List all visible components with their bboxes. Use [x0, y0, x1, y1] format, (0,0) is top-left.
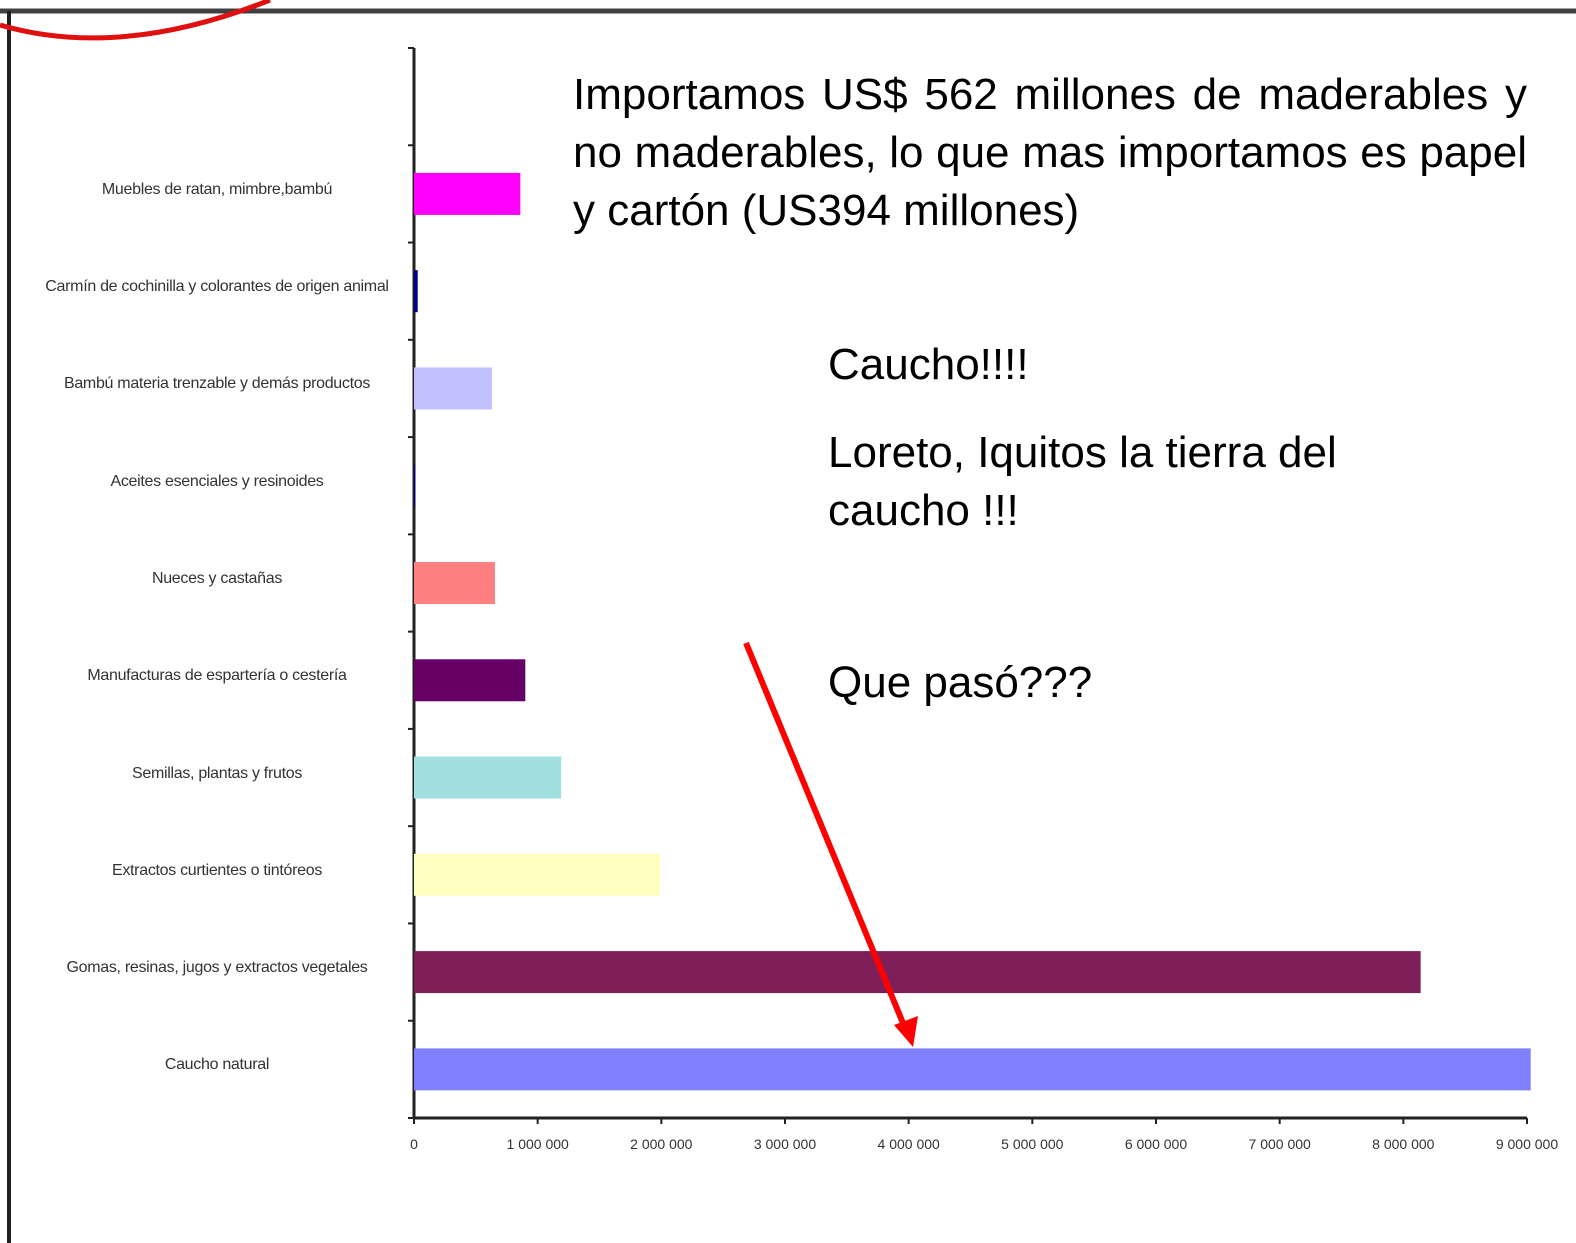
y-tick-label: Bambú materia trenzable y demás producto…: [63, 375, 371, 393]
y-tick-label: Manufacturas de espartería o cestería: [87, 667, 347, 685]
y-tick-label: Gomas, resinas, jugos y extractos vegeta…: [66, 959, 368, 977]
bar: [414, 659, 526, 702]
highlight-ellipse: [0, 0, 271, 41]
y-tick-label: Caucho natural: [164, 1056, 270, 1074]
arrow-head: [894, 1016, 918, 1047]
annotation: Que pasó???: [828, 658, 1093, 707]
x-tick-label: 9 000 000: [1496, 1136, 1558, 1152]
bar: [414, 562, 496, 604]
bar: [414, 172, 521, 215]
x-tick-label: 8 000 000: [1372, 1136, 1434, 1152]
x-tick-label: 6 000 000: [1125, 1136, 1187, 1152]
y-tick-label: Semillas, plantas y frutos: [131, 764, 303, 782]
bar: [414, 853, 661, 896]
x-tick-label: 0: [410, 1136, 418, 1152]
x-tick-label: 2 000 000: [630, 1136, 692, 1152]
bar: [414, 464, 416, 507]
annotation: Loreto, Iquitos la tierra del caucho !!!: [828, 428, 1337, 535]
y-tick-label: Extractos curtientes o tintóreos: [111, 861, 323, 879]
bar: [414, 951, 1421, 994]
annotation: Importamos US$ 562 millones de maderable…: [573, 70, 1527, 235]
bar: [414, 1048, 1531, 1091]
bar: [414, 756, 562, 799]
x-tick-label: 1 000 000: [507, 1136, 569, 1152]
bar: [414, 270, 418, 313]
x-tick-label: 3 000 000: [754, 1136, 816, 1152]
x-tick-label: 5 000 000: [1001, 1136, 1063, 1152]
y-tick-label: Aceites esenciales y resinoides: [110, 472, 324, 490]
bar: [414, 367, 492, 410]
x-tick-label: 4 000 000: [878, 1136, 940, 1152]
arrow-shaft: [743, 641, 908, 1030]
y-tick-label: Nueces y castañas: [151, 570, 283, 587]
x-tick-label: 7 000 000: [1249, 1136, 1311, 1152]
annotation: Caucho!!!!: [828, 340, 1029, 389]
y-tick-label: Carmín de cochinilla y colorantes de ori…: [45, 278, 389, 296]
y-tick-label: Muebles de ratan, mimbre,bambú: [101, 180, 333, 198]
